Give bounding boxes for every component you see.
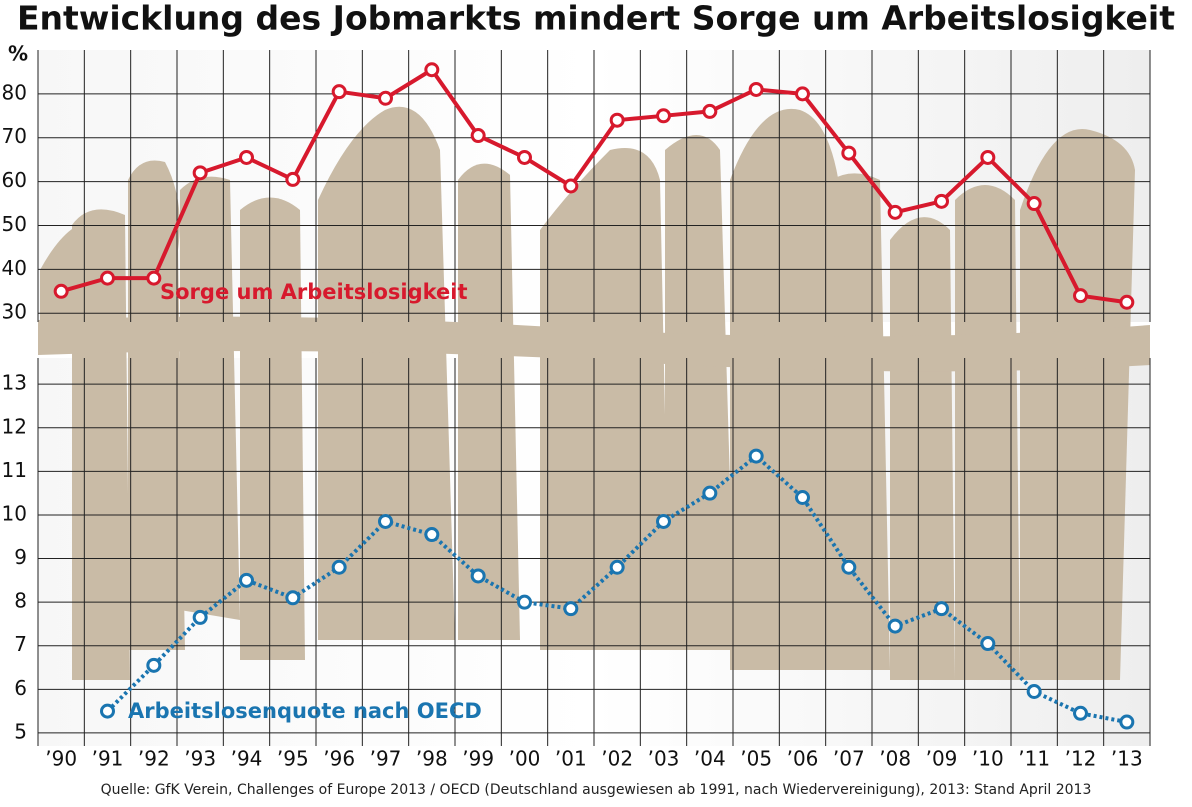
data-point xyxy=(934,193,949,209)
data-point xyxy=(609,112,625,128)
data-point xyxy=(239,149,254,165)
x-tick-label: ’94 xyxy=(231,747,263,771)
chart-title: Entwicklung des Jobmarkts mindert Sorge … xyxy=(17,0,1175,38)
data-point xyxy=(980,636,996,652)
data-point xyxy=(285,590,301,606)
series-line xyxy=(60,67,1128,305)
data-point xyxy=(841,145,857,161)
data-point xyxy=(795,490,810,506)
data-point xyxy=(100,270,115,286)
data-point xyxy=(887,204,903,220)
x-tick-label: ’96 xyxy=(323,747,355,771)
data-point xyxy=(378,90,393,106)
data-point xyxy=(239,572,254,588)
x-tick-label: ’93 xyxy=(184,747,216,771)
data-point xyxy=(517,594,532,610)
x-tick-label: ’98 xyxy=(416,747,448,771)
y-tick-label: 9 xyxy=(14,545,27,569)
y-tick-label: 50 xyxy=(2,212,27,236)
x-tick-label: ’04 xyxy=(694,747,726,771)
data-point xyxy=(887,618,903,634)
x-tick-label: ’07 xyxy=(833,747,865,771)
series-line xyxy=(106,454,1128,724)
data-point xyxy=(1073,288,1088,304)
data-point xyxy=(331,84,347,100)
y-tick-label: 13 xyxy=(2,371,27,395)
data-point xyxy=(702,485,718,501)
data-point xyxy=(841,559,857,575)
y-unit: % xyxy=(8,42,28,66)
y-tick-label: 40 xyxy=(2,256,27,280)
y-tick-label: 11 xyxy=(2,458,27,482)
data-point xyxy=(1026,196,1042,212)
y-tick-label: 70 xyxy=(2,124,27,148)
series-label: Sorge um Arbeitslosigkeit xyxy=(160,280,468,304)
data-point xyxy=(980,149,996,165)
data-point xyxy=(517,149,532,165)
y-tick-label: 7 xyxy=(14,632,27,656)
y-tick-label: 30 xyxy=(2,300,27,324)
x-tick-label: ’11 xyxy=(1018,747,1050,771)
x-tick-label: ’13 xyxy=(1111,747,1143,771)
data-point xyxy=(656,108,671,124)
data-point xyxy=(378,513,393,529)
y-tick-label: 6 xyxy=(14,676,27,700)
x-tick-label: ’02 xyxy=(601,747,633,771)
data-point xyxy=(1073,705,1088,721)
data-point xyxy=(424,527,440,543)
data-point xyxy=(1119,714,1135,730)
data-point xyxy=(1026,684,1042,700)
data-point xyxy=(53,283,69,299)
x-tick-label: ’90 xyxy=(45,747,77,771)
x-tick-label: ’97 xyxy=(370,747,402,771)
data-point xyxy=(1119,294,1135,310)
y-tick-label: 80 xyxy=(2,80,27,104)
data-point xyxy=(563,178,579,194)
data-point xyxy=(424,62,440,78)
x-tick-label: ’99 xyxy=(462,747,494,771)
x-tick-label: ’12 xyxy=(1065,747,1097,771)
y-tick-label: 10 xyxy=(2,501,27,525)
data-point xyxy=(192,609,208,625)
series-label: Arbeitslosenquote nach OECD xyxy=(128,699,482,723)
y-tick-label: 5 xyxy=(14,719,27,743)
x-tick-label: ’92 xyxy=(138,747,170,771)
data-point xyxy=(934,601,949,617)
x-tick-label: ’95 xyxy=(277,747,309,771)
x-tick-label: ’05 xyxy=(740,747,772,771)
data-point xyxy=(146,270,162,286)
x-tick-label: ’09 xyxy=(926,747,958,771)
data-point xyxy=(795,86,810,102)
x-tick-label: ’08 xyxy=(879,747,911,771)
y-tick-label: 12 xyxy=(2,414,27,438)
y-tick-label: 60 xyxy=(2,168,27,192)
data-point xyxy=(470,128,486,144)
data-point xyxy=(656,513,671,529)
x-tick-label: ’00 xyxy=(509,747,541,771)
data-point xyxy=(748,81,764,97)
y-tick-label: 8 xyxy=(14,589,27,613)
data-point xyxy=(331,559,347,575)
x-tick-label: ’01 xyxy=(555,747,587,771)
data-point xyxy=(609,559,625,575)
data-point xyxy=(285,171,301,187)
x-tick-label: ’03 xyxy=(648,747,680,771)
data-point xyxy=(100,703,115,719)
data-point xyxy=(702,103,718,119)
data-point xyxy=(146,657,162,673)
x-tick-label: ’06 xyxy=(787,747,819,771)
data-point xyxy=(748,448,764,464)
source-note: Quelle: GfK Verein, Challenges of Europe… xyxy=(101,782,1092,798)
x-tick-label: ’91 xyxy=(92,747,124,771)
data-point xyxy=(470,568,486,584)
data-point xyxy=(192,165,208,181)
x-tick-label: ’10 xyxy=(972,747,1004,771)
data-point xyxy=(563,601,579,617)
